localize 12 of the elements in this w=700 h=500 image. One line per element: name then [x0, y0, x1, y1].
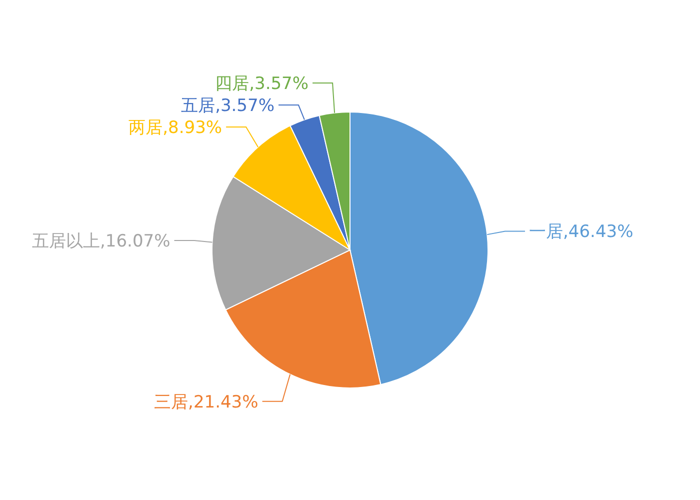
data-label: ,8.93% — [162, 118, 222, 138]
slice-label: 一居 — [529, 222, 564, 242]
data-label: ,21.43% — [188, 392, 258, 412]
slice-label: 三居 — [154, 392, 188, 412]
slice-label: 五居以上 — [32, 232, 100, 252]
data-label: ,16.07% — [100, 232, 170, 252]
slice-label: 两居 — [128, 118, 163, 138]
slice-label: 五居 — [181, 96, 216, 116]
data-label: ,46.43% — [563, 222, 634, 242]
slice-label: 四居 — [215, 74, 250, 94]
data-label: ,3.57% — [215, 96, 274, 116]
data-label: ,3.57% — [249, 74, 309, 94]
